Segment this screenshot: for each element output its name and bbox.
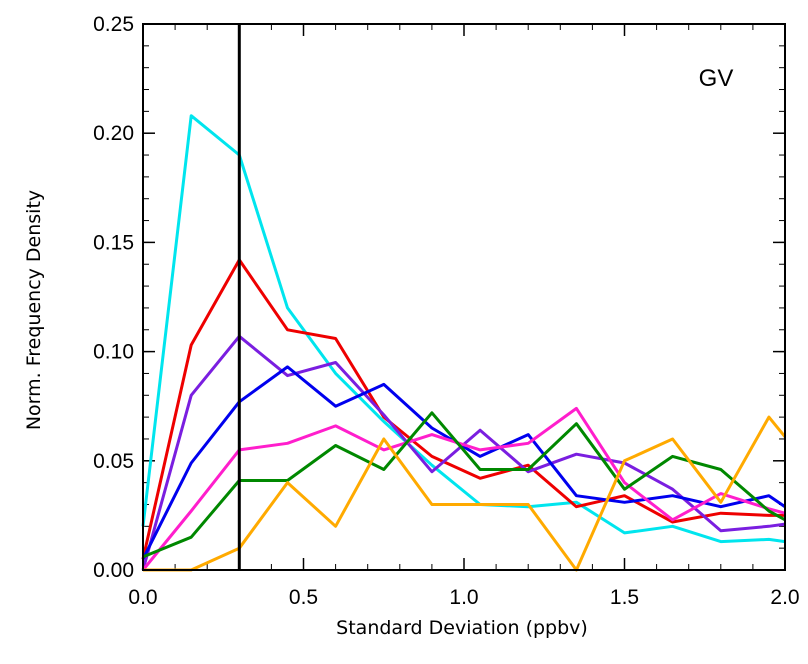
panel-label-annotation: GV xyxy=(699,65,734,92)
y-tick-label: 0.20 xyxy=(93,122,134,145)
x-tick-label: 0.0 xyxy=(128,586,157,609)
series-line-3 xyxy=(141,334,786,571)
y-tick-label: 0.15 xyxy=(93,231,134,254)
tick-labels: 0.0 0.5 1.0 1.5 2.0 0.00 0.05 0.10 0.15 0.20 0.25 xyxy=(93,13,799,609)
plot-frame xyxy=(142,23,786,571)
series-lines xyxy=(141,114,787,572)
x-tick-label: 1.5 xyxy=(610,586,639,609)
series-line-6 xyxy=(142,411,786,559)
y-tick-label: 0.00 xyxy=(93,559,134,582)
series-line-7 xyxy=(143,415,787,572)
series-line-5 xyxy=(141,406,786,571)
x-axis-title: Standard Deviation (ppbv) xyxy=(336,617,588,639)
y-tick-label: 0.05 xyxy=(93,450,134,473)
y-tick-label: 0.25 xyxy=(93,13,134,36)
y-axis-title: Norm. Frequency Density xyxy=(23,190,45,430)
y-tick-label: 0.10 xyxy=(93,341,134,364)
x-tick-label: 2.0 xyxy=(770,586,799,609)
x-tick-label: 0.5 xyxy=(289,586,318,609)
x-tick-label: 1.0 xyxy=(449,586,478,609)
